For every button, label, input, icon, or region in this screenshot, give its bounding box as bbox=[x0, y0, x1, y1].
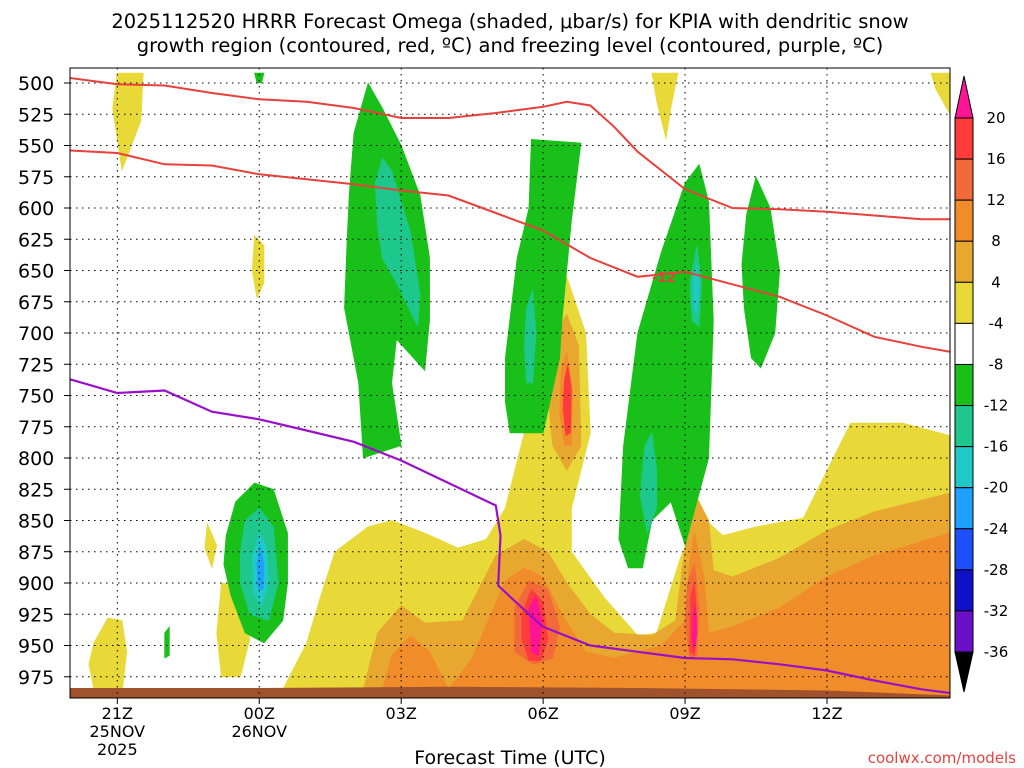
y-tick-label-525: 525 bbox=[18, 104, 54, 126]
y-tick-label-975: 975 bbox=[18, 667, 54, 689]
y-tick-label-650: 650 bbox=[18, 261, 54, 283]
y-tick-label-575: 575 bbox=[18, 167, 54, 189]
colorbar-label-6: -8 bbox=[989, 355, 1004, 373]
colorbar-label-9: -20 bbox=[984, 479, 1009, 497]
dendritic-contour-0 bbox=[70, 77, 950, 221]
y-tick-label-600: 600 bbox=[18, 198, 54, 220]
y-tick-label-775: 775 bbox=[18, 417, 54, 439]
omega-region-pos24-17 bbox=[528, 594, 543, 656]
colorbar-label-2: 12 bbox=[986, 191, 1005, 209]
surface-band bbox=[70, 686, 950, 698]
x-tick-label-21Z-3: 2025 bbox=[97, 740, 138, 759]
colorbar-swatch-7 bbox=[954, 405, 974, 448]
plot-frame bbox=[69, 67, 951, 699]
omega-region-pos4-1 bbox=[651, 72, 679, 140]
colorbar: 20 16 12 8 4 -4 -8 -12 -16 -20 -24 -28 -32 -36 bbox=[954, 75, 1009, 693]
colorbar-top-arrow bbox=[954, 75, 974, 119]
colorbar-swatch-6 bbox=[954, 363, 974, 407]
colorbar-label-3: 8 bbox=[991, 232, 1001, 250]
colorbar-swatch-4 bbox=[954, 281, 974, 324]
colorbar-swatch-9 bbox=[954, 487, 974, 530]
colorbar-label-0: 20 bbox=[986, 109, 1005, 127]
x-tick-label-21Z-1: 21Z bbox=[102, 704, 133, 723]
dendritic-contour-label: -12 bbox=[652, 271, 676, 286]
omega-region-neg4-21 bbox=[344, 82, 430, 459]
credit-text: coolwx.com/models bbox=[868, 749, 1016, 767]
colorbar-label-12: -32 bbox=[984, 602, 1009, 620]
omega-region-pos4-5 bbox=[88, 617, 128, 694]
omega-region-pos24-18 bbox=[691, 605, 698, 652]
dendritic-contour-1 bbox=[70, 149, 950, 353]
y-tick-label-725: 725 bbox=[18, 354, 54, 376]
colorbar-swatch-8 bbox=[954, 446, 974, 489]
colorbar-label-13: -36 bbox=[984, 643, 1009, 661]
y-tick-label-675: 675 bbox=[18, 292, 54, 314]
omega-region-neg4-23 bbox=[618, 163, 714, 569]
omega-region-pos4-2 bbox=[930, 72, 950, 115]
colorbar-swatch-5 bbox=[954, 322, 974, 365]
colorbar-label-1: 16 bbox=[986, 150, 1005, 168]
omega-region-neg4-22 bbox=[504, 138, 582, 434]
freezing-level-contour bbox=[70, 378, 950, 695]
colorbar-label-4: 4 bbox=[991, 273, 1001, 291]
colorbar-bottom-arrow bbox=[954, 651, 974, 693]
y-tick-label-700: 700 bbox=[18, 323, 54, 345]
x-tick-label-00Z-1: 00Z bbox=[244, 704, 275, 723]
omega-region-neg8-26 bbox=[374, 157, 421, 328]
colorbar-swatch-2 bbox=[954, 199, 974, 242]
x-axis-label: Forecast Time (UTC) bbox=[414, 747, 605, 768]
x-tick-label-09Z-1: 09Z bbox=[669, 704, 700, 723]
y-tick-label-750: 750 bbox=[18, 386, 54, 408]
colorbar-label-5: -4 bbox=[989, 314, 1004, 332]
colorbar-swatch-11 bbox=[954, 569, 974, 612]
chart-title-line-1: 2025112520 HRRR Forecast Omega (shaded, … bbox=[111, 10, 908, 33]
x-tick-label-21Z-2: 25NOV bbox=[90, 722, 146, 741]
y-tick-label-900: 900 bbox=[18, 573, 54, 595]
omega-region-pos20-14 bbox=[562, 364, 572, 436]
grid-lines bbox=[70, 68, 950, 698]
chart-title: 2025112520 HRRR Forecast Omega (shaded, … bbox=[111, 10, 908, 57]
y-tick-label-875: 875 bbox=[18, 542, 54, 564]
y-tick-label-550: 550 bbox=[18, 136, 54, 158]
y-tick-label-800: 800 bbox=[18, 448, 54, 470]
y-tick-label-925: 925 bbox=[18, 604, 54, 626]
omega-region-neg4-20 bbox=[164, 625, 170, 659]
omega-shading bbox=[70, 72, 950, 698]
colorbar-swatch-3 bbox=[954, 240, 974, 283]
colorbar-label-7: -12 bbox=[984, 397, 1009, 415]
y-tick-label-850: 850 bbox=[18, 511, 54, 533]
chart-title-line-2: growth region (contoured, red, ºC) and f… bbox=[137, 34, 884, 57]
x-tick-label-06Z-1: 06Z bbox=[527, 704, 558, 723]
omega-region-neg8-27 bbox=[523, 289, 537, 384]
colorbar-label-11: -28 bbox=[984, 561, 1009, 579]
colorbar-swatch-0 bbox=[954, 117, 974, 160]
colorbar-swatch-12 bbox=[954, 610, 974, 653]
colorbar-swatch-10 bbox=[954, 528, 974, 571]
x-tick-label-03Z-1: 03Z bbox=[386, 704, 417, 723]
omega-region-pos4-4 bbox=[204, 522, 218, 570]
y-axis-ticks: 500 525 550 575 600 625 650 675 700 725 750 775 800 8… bbox=[18, 73, 70, 689]
x-tick-label-12Z-1: 12Z bbox=[811, 704, 842, 723]
omega-region-pos4-3 bbox=[251, 234, 265, 299]
y-tick-label-950: 950 bbox=[18, 636, 54, 658]
contours: -12 bbox=[70, 77, 950, 695]
colorbar-swatch-1 bbox=[954, 158, 974, 201]
omega-region-neg4-24 bbox=[741, 175, 781, 369]
omega-region-neg4-19 bbox=[254, 72, 265, 84]
y-tick-label-500: 500 bbox=[18, 73, 54, 95]
colorbar-label-10: -24 bbox=[984, 520, 1009, 538]
colorbar-label-8: -16 bbox=[984, 438, 1009, 456]
x-tick-label-00Z-2: 26NOV bbox=[231, 722, 287, 741]
y-tick-label-625: 625 bbox=[18, 229, 54, 251]
y-tick-label-825: 825 bbox=[18, 479, 54, 501]
